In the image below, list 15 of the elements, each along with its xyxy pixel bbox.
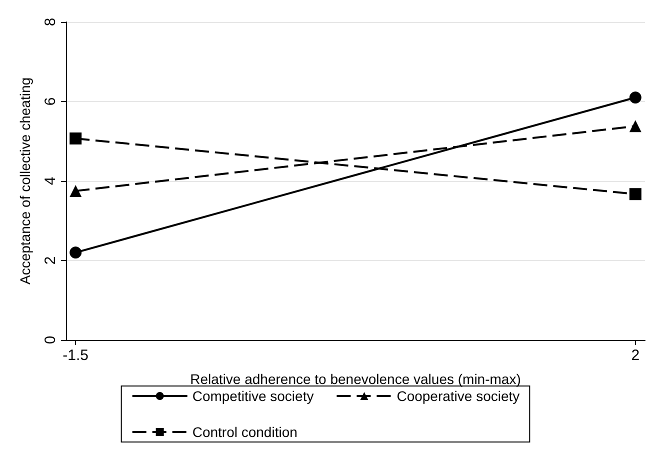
legend-label: Competitive society [192,388,314,404]
point [629,188,642,200]
y-tick-label: 4 [42,176,59,186]
legend-label: Cooperative society [396,388,520,404]
point [70,132,82,144]
point [629,92,642,104]
y-axis-title: Acceptance of collective cheating [17,77,33,285]
y-tick-label: 8 [42,18,59,26]
y-tick-label: 6 [42,97,59,106]
y-tick-label: 2 [42,256,59,265]
x-axis-title: Relative adherence to benevolence values (min-max) [190,371,521,387]
x-tick-label: -1.5 [62,347,89,364]
legend-label: Control condition [192,424,298,440]
y-tick-label: 0 [42,336,59,344]
point [70,246,82,259]
